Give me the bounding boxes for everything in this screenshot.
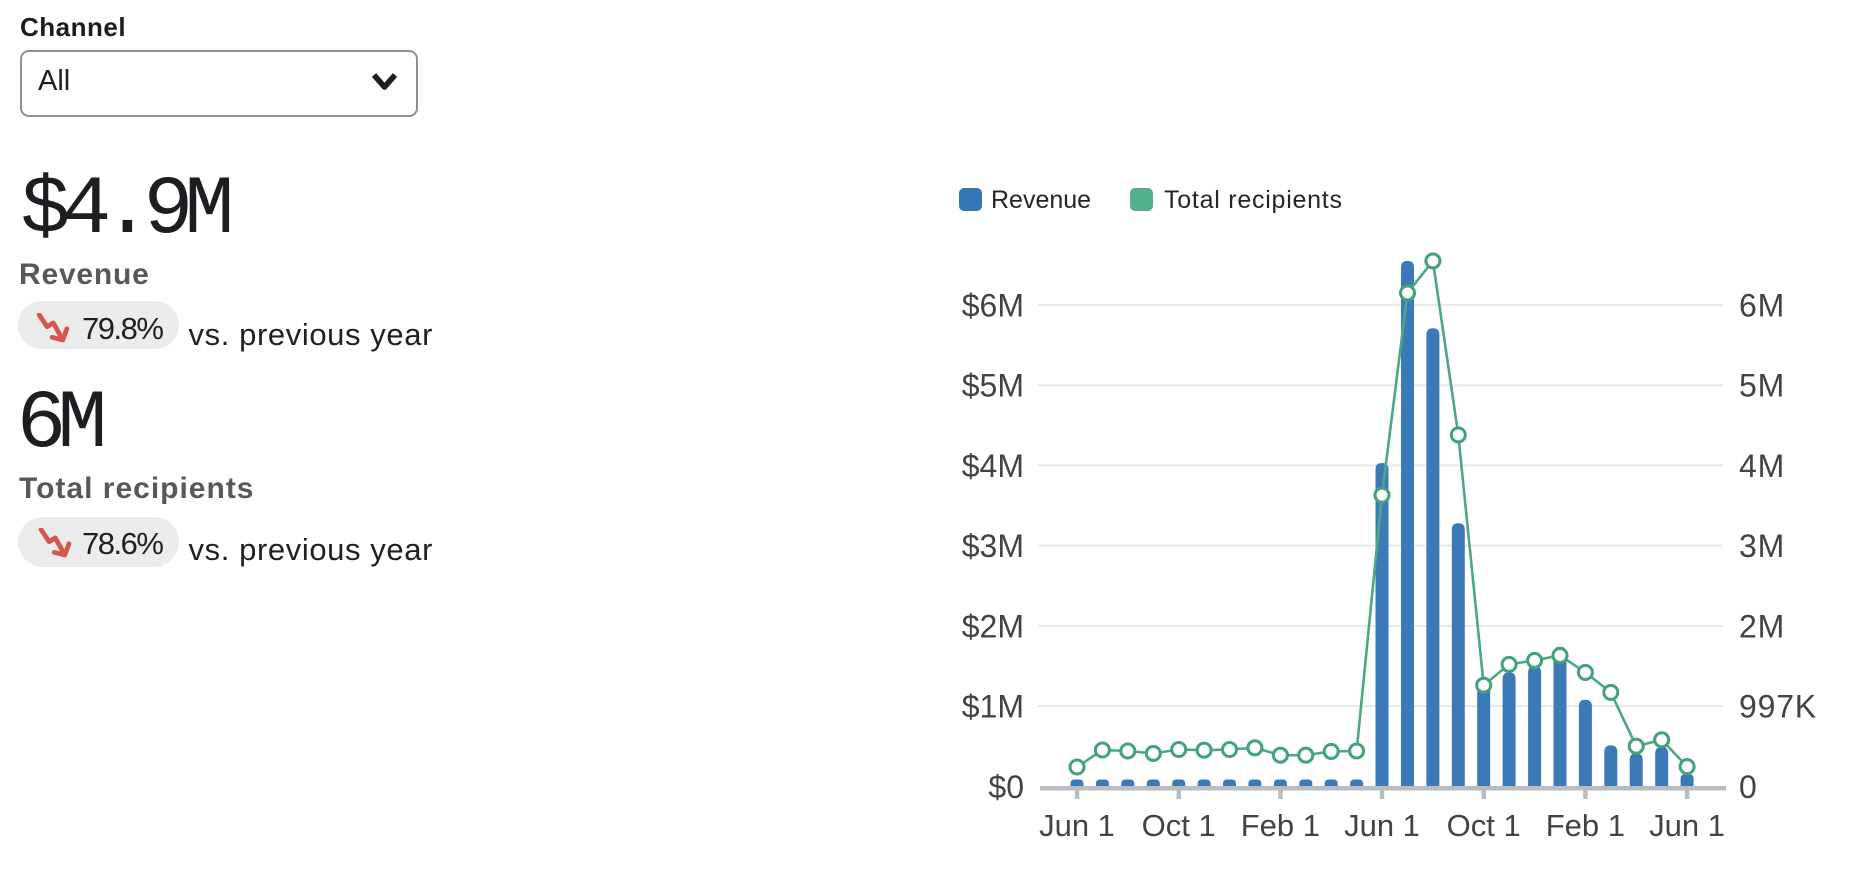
svg-text:$3M: $3M	[962, 528, 1024, 564]
svg-text:0: 0	[1739, 769, 1758, 805]
svg-text:$2M: $2M	[962, 608, 1024, 644]
svg-text:3M: 3M	[1739, 528, 1785, 564]
svg-text:5M: 5M	[1739, 368, 1785, 404]
svg-text:6M: 6M	[1739, 288, 1785, 324]
svg-text:2M: 2M	[1739, 608, 1785, 644]
svg-text:$6M: $6M	[962, 288, 1024, 324]
svg-text:Oct 1: Oct 1	[1142, 808, 1216, 843]
svg-text:Oct 1: Oct 1	[1447, 808, 1521, 843]
svg-text:Feb 1: Feb 1	[1546, 808, 1625, 843]
svg-text:4M: 4M	[1739, 448, 1785, 484]
svg-text:997K: 997K	[1739, 689, 1817, 725]
svg-text:$0: $0	[988, 769, 1024, 805]
svg-text:$1M: $1M	[962, 689, 1024, 725]
svg-text:Feb 1: Feb 1	[1241, 808, 1320, 843]
svg-text:$5M: $5M	[962, 368, 1024, 404]
svg-text:Jun 1: Jun 1	[1039, 808, 1115, 843]
svg-text:Jun 1: Jun 1	[1649, 808, 1725, 843]
svg-text:Jun 1: Jun 1	[1344, 808, 1420, 843]
svg-text:$4M: $4M	[962, 448, 1024, 484]
